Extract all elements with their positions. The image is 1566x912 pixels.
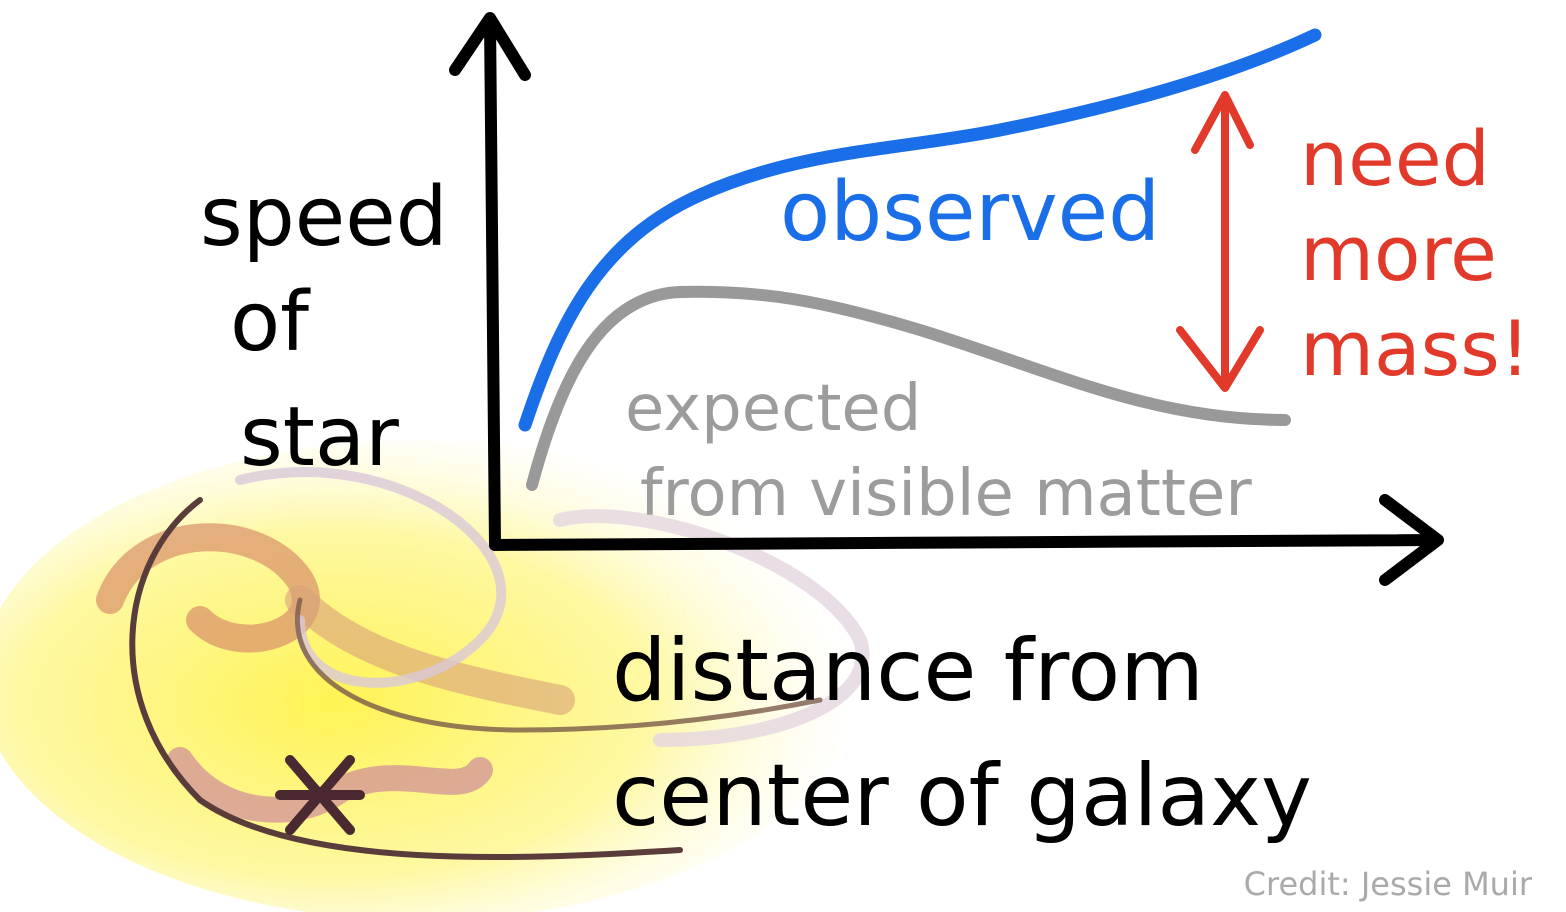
label-line: of <box>230 275 311 370</box>
annotation: need more mass! <box>1300 114 1530 393</box>
annotation-line: more <box>1300 209 1497 298</box>
credit: Credit: Jessie Muir <box>1244 865 1533 903</box>
star-mark <box>275 755 365 835</box>
annotation-line: need <box>1300 114 1490 203</box>
expected-curve <box>526 285 1291 491</box>
galaxy-sketch <box>0 440 870 912</box>
y-axis-label: speed of star <box>200 170 448 485</box>
label-line: expected <box>625 372 921 446</box>
y-axis <box>449 12 531 551</box>
mass-gap-arrow <box>1176 91 1264 392</box>
label-line: speed <box>200 170 448 265</box>
x-axis-label: distance from center of galaxy <box>612 621 1312 846</box>
observed-curve <box>518 28 1322 432</box>
label-line: from visible matter <box>640 457 1252 531</box>
label-line: star <box>240 390 399 485</box>
label-line: center of galaxy <box>612 746 1312 846</box>
observed-label: observed <box>780 165 1160 260</box>
annotation-line: mass! <box>1300 304 1530 393</box>
expected-label: expected from visible matter <box>625 372 1252 531</box>
label-line: distance from <box>612 621 1204 721</box>
x-axis <box>489 494 1444 586</box>
axes <box>449 12 1444 586</box>
